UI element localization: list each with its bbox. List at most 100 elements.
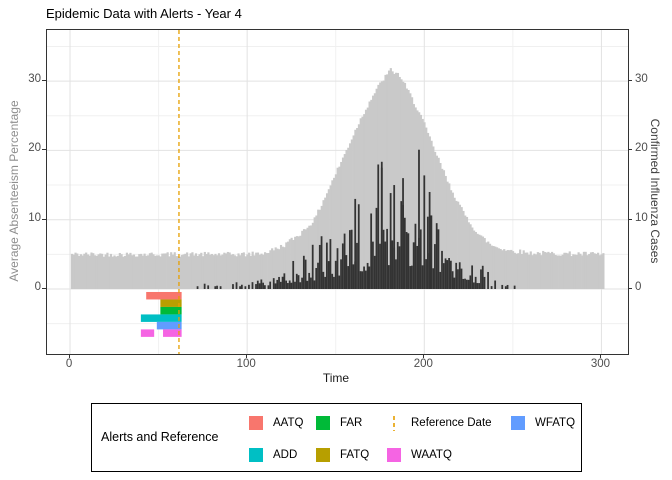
absenteeism-bar <box>480 235 483 289</box>
cases-bar <box>258 283 261 289</box>
absenteeism-bar <box>387 70 391 290</box>
legend-key-swatch <box>316 416 330 430</box>
cases-bar <box>267 285 270 289</box>
legend-key-swatch <box>249 448 263 462</box>
absenteeism-bar <box>515 253 518 289</box>
cases-bar <box>448 258 450 289</box>
cases-bar <box>310 277 312 289</box>
x-tick-mark <box>600 354 602 358</box>
absenteeism-bar <box>242 252 245 289</box>
absenteeism-bar <box>584 251 587 289</box>
cases-bar <box>322 271 325 289</box>
cases-bar <box>372 241 374 289</box>
cases-bar <box>382 229 385 289</box>
x-tick-label: 100 <box>236 358 256 370</box>
absenteeism-bar <box>283 247 286 289</box>
absenteeism-bar <box>485 242 488 289</box>
absenteeism-bar <box>384 74 387 289</box>
absenteeism-bar <box>504 250 508 289</box>
y-right-tick-mark <box>628 149 632 151</box>
y-right-tick-mark <box>628 80 632 82</box>
absenteeism-bar <box>166 252 169 289</box>
absenteeism-bar <box>340 161 343 289</box>
absenteeism-bar <box>338 166 341 289</box>
absenteeism-bar <box>285 242 288 289</box>
absenteeism-bar <box>550 251 554 289</box>
absenteeism-bar <box>163 253 166 289</box>
absenteeism-bar <box>432 146 435 289</box>
absenteeism-bar <box>77 255 81 289</box>
absenteeism-bar <box>561 254 564 289</box>
absenteeism-bar <box>327 189 330 289</box>
absenteeism-bar <box>591 252 594 289</box>
absenteeism-bar <box>370 99 373 289</box>
absenteeism-bar <box>253 255 256 289</box>
absenteeism-bar <box>101 253 104 289</box>
absenteeism-bar <box>308 225 311 289</box>
absenteeism-bar <box>83 253 86 289</box>
cases-bar <box>403 217 406 289</box>
absenteeism-bar <box>122 256 125 289</box>
absenteeism-bar <box>597 252 600 289</box>
cases-bar <box>370 213 373 289</box>
absenteeism-bar <box>214 253 217 289</box>
x-tick-mark <box>423 354 425 358</box>
absenteeism-bar <box>566 253 570 289</box>
cases-bar <box>480 269 482 289</box>
absenteeism-bar <box>157 255 160 289</box>
absenteeism-bar <box>403 82 407 289</box>
absenteeism-bar <box>363 114 366 289</box>
legend-key-swatch <box>511 416 525 430</box>
y-left-tick-mark <box>42 218 46 220</box>
absenteeism-bar <box>359 118 362 289</box>
absenteeism-bar <box>446 181 449 289</box>
absenteeism-bar <box>382 80 385 289</box>
x-axis-title: Time <box>322 371 350 385</box>
cases-bar <box>494 280 497 289</box>
absenteeism-bar <box>531 255 534 289</box>
absenteeism-bar <box>106 252 109 289</box>
absenteeism-bar <box>129 252 132 289</box>
cases-bar <box>311 244 314 289</box>
y-left-tick-mark <box>42 288 46 289</box>
absenteeism-bar <box>281 246 284 289</box>
absenteeism-bar <box>239 255 242 289</box>
absenteeism-bar <box>228 252 231 289</box>
cases-bar <box>419 229 422 289</box>
absenteeism-bar <box>349 143 352 289</box>
alert-bar-AATQ <box>146 291 182 300</box>
absenteeism-bar <box>244 256 247 289</box>
absenteeism-bar <box>373 93 376 290</box>
absenteeism-bar <box>545 252 548 289</box>
y-left-tick-mark <box>42 149 46 151</box>
plot-title: Epidemic Data with Alerts - Year 4 <box>46 6 242 21</box>
cases-bar <box>441 250 443 289</box>
absenteeism-bar <box>400 79 403 289</box>
absenteeism-bar <box>145 255 148 289</box>
cases-bar <box>294 281 296 289</box>
cases-bar <box>283 273 286 289</box>
legend-label: FATQ <box>340 449 370 461</box>
y-axis-title-left: Average Absenteeism Percentage <box>7 100 21 282</box>
absenteeism-bar <box>573 254 577 289</box>
absenteeism-bar <box>200 252 203 289</box>
y-right-tick-label: 30 <box>635 73 648 86</box>
cases-bar <box>333 276 335 289</box>
absenteeism-bar <box>265 253 268 289</box>
absenteeism-bar <box>405 88 408 289</box>
absenteeism-bar <box>223 252 226 289</box>
absenteeism-bar <box>263 252 267 289</box>
cases-bar <box>400 201 403 289</box>
absenteeism-bar <box>458 204 462 289</box>
y-left-tick-label: 0 <box>34 281 41 293</box>
absenteeism-bar <box>442 170 446 289</box>
cases-bar <box>304 259 307 289</box>
cases-spike-bar <box>354 198 357 289</box>
plot-panel <box>46 29 629 355</box>
absenteeism-bar <box>396 72 400 289</box>
cases-bar <box>483 276 486 289</box>
absenteeism-bar <box>304 229 307 289</box>
absenteeism-bar <box>465 216 469 289</box>
cases-bar <box>288 280 291 289</box>
cases-bar <box>356 242 358 289</box>
